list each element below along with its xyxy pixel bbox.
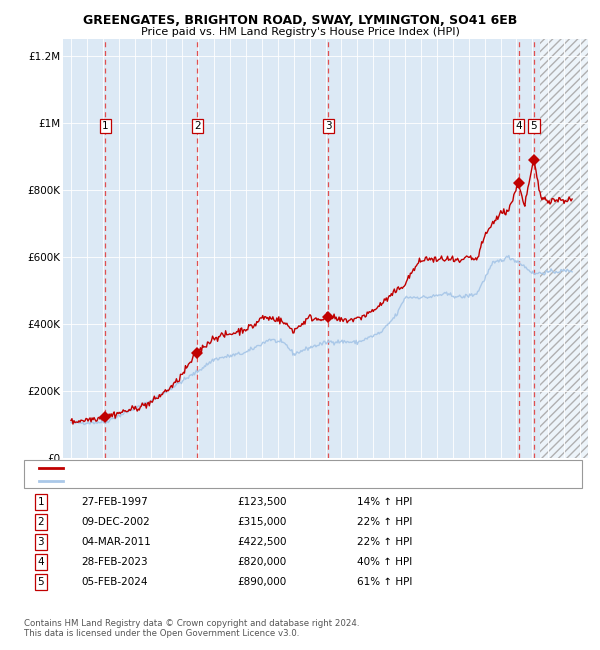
Text: £890,000: £890,000 — [237, 577, 286, 588]
Text: 1: 1 — [37, 497, 44, 507]
Text: 3: 3 — [325, 121, 332, 131]
Text: 40% ↑ HPI: 40% ↑ HPI — [357, 557, 412, 567]
Text: 2: 2 — [37, 517, 44, 527]
Text: 09-DEC-2002: 09-DEC-2002 — [81, 517, 150, 527]
Text: 28-FEB-2023: 28-FEB-2023 — [81, 557, 148, 567]
Text: £820,000: £820,000 — [237, 557, 286, 567]
Text: GREENGATES, BRIGHTON ROAD, SWAY, LYMINGTON, SO41 6EB: GREENGATES, BRIGHTON ROAD, SWAY, LYMINGT… — [83, 14, 517, 27]
Text: 2: 2 — [194, 121, 200, 131]
Text: 05-FEB-2024: 05-FEB-2024 — [81, 577, 148, 588]
Text: 27-FEB-1997: 27-FEB-1997 — [81, 497, 148, 507]
Text: Contains HM Land Registry data © Crown copyright and database right 2024.
This d: Contains HM Land Registry data © Crown c… — [24, 619, 359, 638]
Text: £315,000: £315,000 — [237, 517, 286, 527]
Text: GREENGATES, BRIGHTON ROAD, SWAY, LYMINGTON, SO41 6EB (detached house): GREENGATES, BRIGHTON ROAD, SWAY, LYMINGT… — [67, 463, 449, 473]
Text: 04-MAR-2011: 04-MAR-2011 — [81, 537, 151, 547]
Text: 3: 3 — [37, 537, 44, 547]
Text: 61% ↑ HPI: 61% ↑ HPI — [357, 577, 412, 588]
Text: £422,500: £422,500 — [237, 537, 287, 547]
Text: HPI: Average price, detached house, New Forest: HPI: Average price, detached house, New … — [67, 476, 296, 485]
Text: 5: 5 — [37, 577, 44, 588]
Text: £123,500: £123,500 — [237, 497, 287, 507]
Text: 4: 4 — [37, 557, 44, 567]
Bar — [540, 39, 588, 458]
Text: 5: 5 — [530, 121, 537, 131]
Text: 1: 1 — [102, 121, 109, 131]
Text: 4: 4 — [515, 121, 522, 131]
Text: 22% ↑ HPI: 22% ↑ HPI — [357, 537, 412, 547]
Text: Price paid vs. HM Land Registry's House Price Index (HPI): Price paid vs. HM Land Registry's House … — [140, 27, 460, 37]
Text: 14% ↑ HPI: 14% ↑ HPI — [357, 497, 412, 507]
Text: 22% ↑ HPI: 22% ↑ HPI — [357, 517, 412, 527]
Bar — [540, 39, 588, 458]
